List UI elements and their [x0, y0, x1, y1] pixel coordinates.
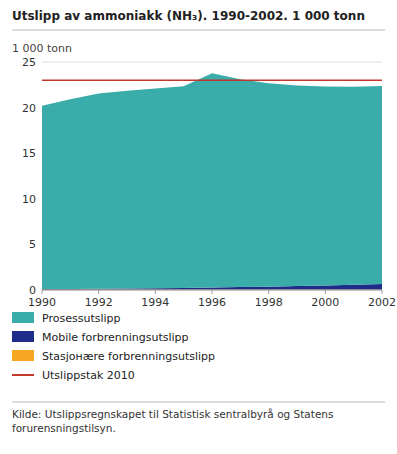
x-tick-label: 1996	[198, 296, 226, 309]
legend-label: Stasjонære forbrenningsutslipp	[42, 350, 215, 363]
x-tick	[268, 290, 269, 294]
area	[42, 73, 382, 289]
grid	[42, 62, 382, 290]
x-tick-label: 1994	[141, 296, 169, 309]
y-axis-label: 1 000 tonn	[12, 42, 72, 55]
legend-swatch	[12, 350, 34, 361]
plot-area	[42, 73, 382, 290]
x-tick-label: 1998	[255, 296, 283, 309]
title: Utslipp av ammoniakk (NH₃). 1990-2002. 1…	[12, 9, 365, 23]
x-tick-label: 2000	[311, 296, 339, 309]
legend: Prosessutslipp Mobile forbrenningsutslipp…	[12, 312, 215, 382]
y-tick-label: 15	[22, 147, 36, 160]
x-tick	[212, 290, 213, 294]
x-tick-label: 1990	[28, 296, 56, 309]
x-tick	[42, 290, 43, 294]
y-tick-label: 25	[22, 56, 36, 69]
legend-swatch	[12, 374, 34, 376]
legend-swatch	[12, 312, 34, 323]
legend-swatch	[12, 331, 34, 342]
source-line: Kilde: Utslippsregnskapet til Statistisk…	[12, 408, 334, 420]
title-rule	[12, 30, 385, 31]
reference-line	[42, 79, 382, 81]
x-tick	[382, 290, 383, 294]
x-tick	[98, 290, 99, 294]
source-line: forurensningstilsyn.	[12, 422, 116, 434]
legend-label: Prosessutslipp	[42, 312, 121, 325]
x-tick-label: 2002	[368, 296, 396, 309]
y-tick-label: 5	[29, 238, 36, 251]
source-rule	[12, 402, 385, 403]
y-tick-label: 10	[22, 193, 36, 206]
legend-label: Mobile forbrenningsutslipp	[42, 331, 189, 344]
x-tick	[325, 290, 326, 294]
chart: Utslipp av ammoniakk (NH₃). 1990-2002. 1…	[0, 0, 397, 454]
x-tick	[155, 290, 156, 294]
y-tick-label: 20	[22, 102, 36, 115]
source: Kilde: Utslippsregnskapet til Statistisk…	[12, 408, 334, 434]
legend-label: Utslippstak 2010	[42, 369, 135, 382]
grid-line	[42, 62, 382, 63]
x-tick-label: 1992	[85, 296, 113, 309]
